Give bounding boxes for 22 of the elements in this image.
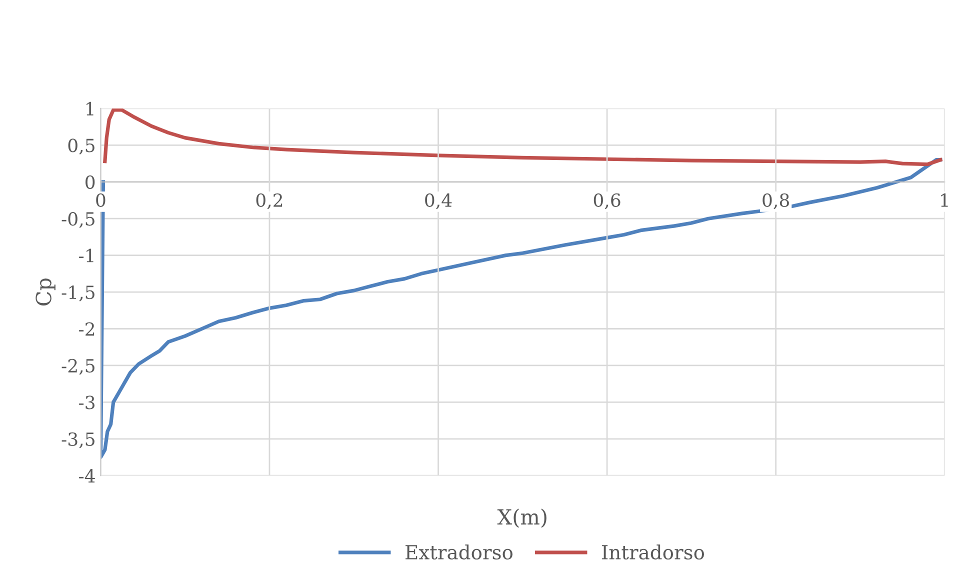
y-tick-label: 0	[86, 175, 95, 190]
y-tick-label: -2	[79, 322, 94, 336]
y-tick-label: -3,5	[62, 432, 94, 448]
y-tick-label: -2,5	[62, 358, 94, 375]
y-axis-title: Cp	[36, 278, 56, 306]
x-tick-label: 0,6	[594, 193, 620, 210]
line-series	[103, 108, 942, 166]
y-tick-label: 1	[86, 102, 94, 116]
y-tick-label: -3	[79, 396, 94, 410]
y-tick-label: -4	[79, 469, 95, 482]
x-axis-title: X(m)	[497, 508, 546, 528]
x-tick-label: 0,4	[425, 193, 452, 210]
y-tick-label: -0,5	[62, 212, 94, 228]
x-tick-label: 0,2	[256, 193, 282, 210]
y-tick-label: -1,5	[62, 285, 94, 302]
legend-label: Intradorso	[602, 544, 704, 560]
x-tick-label: 1	[941, 193, 948, 207]
legend-label: Extradorso	[406, 544, 512, 560]
y-tick-label: -1	[79, 248, 94, 262]
y-tick-label: 0,5	[68, 138, 94, 154]
x-tick-label: 0	[96, 193, 106, 207]
x-tick-label: 0,8	[762, 193, 789, 210]
